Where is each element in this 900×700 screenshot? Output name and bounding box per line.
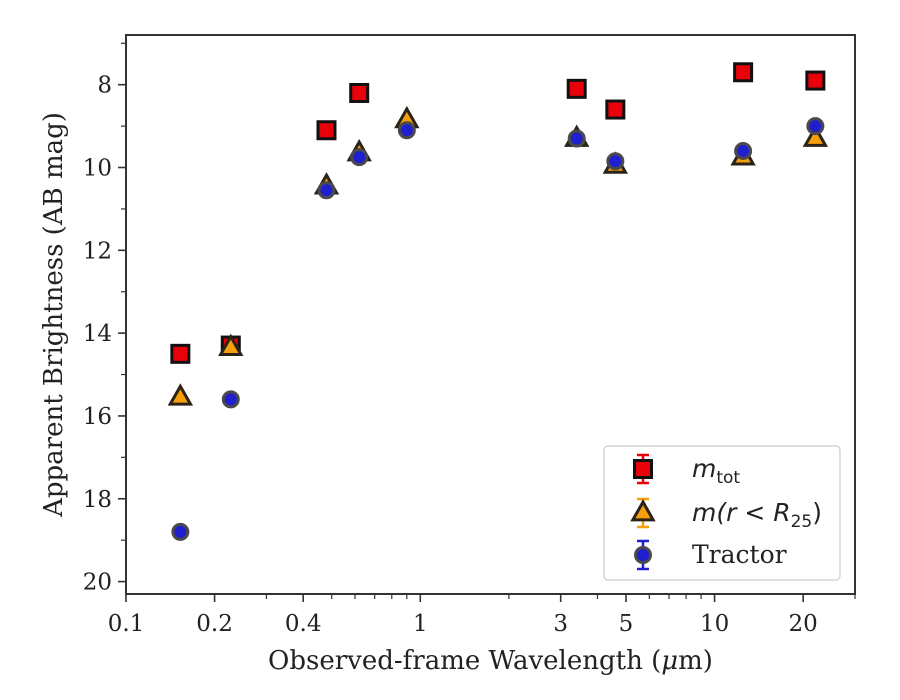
mtot-point-0 — [170, 343, 191, 364]
mtot-point-6 — [733, 62, 754, 83]
x-axis: 0.1 0.2 0.4 1 3 5 10 20 — [108, 594, 856, 637]
legend-marker-mr25 — [630, 498, 656, 522]
mtot-point-2 — [316, 120, 337, 141]
legend-label-main-mr25: m(r < R — [692, 498, 791, 527]
x-axis-title-pre: Observed-frame Wavelength ( — [268, 646, 661, 676]
tractor-point-7 — [734, 141, 753, 160]
y-tick-label-0: 8 — [97, 73, 112, 99]
tractor-point-6 — [606, 152, 625, 171]
legend-entry-mtot: mtot — [633, 453, 740, 488]
x-tick-label-5: 5 — [619, 611, 634, 637]
x-axis-title-post: m) — [678, 646, 713, 676]
y-tick-label-3: 14 — [83, 321, 112, 347]
legend-label-post-mr25: ) — [812, 498, 822, 527]
y-axis: 8 10 12 14 16 18 20 — [83, 42, 126, 596]
tractor-point-8 — [806, 117, 825, 136]
legend-marker-mtot — [633, 459, 653, 479]
tractor-point-4 — [397, 121, 416, 140]
x-tick-label-3: 1 — [413, 611, 428, 637]
tractor-point-5 — [567, 129, 586, 148]
y-axis-title: Apparent Brightness (AB mag) — [39, 112, 69, 518]
y-tick-label-6: 20 — [83, 570, 112, 596]
x-tick-label-6: 10 — [700, 611, 729, 637]
mr25-point-1 — [218, 333, 244, 356]
legend-label-mr25: m(r < R25) — [692, 498, 822, 532]
tractor-point-0 — [171, 522, 190, 541]
legend-label-main-mtot: m — [692, 454, 716, 483]
mr25-point-0 — [167, 383, 194, 406]
legend-label-mtot: mtot — [692, 454, 740, 488]
tractor-point-2 — [317, 181, 336, 200]
x-tick-label-1: 0.2 — [196, 611, 233, 637]
legend-label-sub-mtot: tot — [716, 468, 740, 488]
tractor-point-1 — [221, 390, 240, 409]
plot-frame — [125, 34, 856, 595]
x-axis-title: Observed-frame Wavelength (μm) — [268, 646, 713, 676]
mtot-point-5 — [605, 99, 626, 120]
mtot-point-7 — [805, 70, 826, 91]
y-tick-label-2: 12 — [83, 238, 112, 264]
x-tick-label-4: 3 — [553, 611, 568, 637]
mr25-point-8 — [802, 124, 829, 147]
y-tick-label-4: 16 — [83, 404, 112, 430]
x-tick-label-0: 0.1 — [108, 611, 145, 637]
legend-marker-tractor — [634, 546, 652, 564]
legend: mtot m(r < R25) Tractor — [603, 445, 841, 581]
legend-box — [603, 445, 841, 581]
y-tick-label-5: 18 — [83, 487, 112, 513]
legend-label-tractor: Tractor — [692, 540, 787, 569]
mtot-point-4 — [566, 78, 587, 99]
mtot-point-3 — [349, 82, 370, 103]
tractor-point-3 — [350, 148, 369, 167]
x-axis-title-mu: μ — [661, 646, 678, 676]
legend-entry-tractor: Tractor — [634, 539, 787, 571]
legend-label-sub-mr25: 25 — [791, 512, 813, 532]
x-tick-label-2: 0.4 — [285, 611, 322, 637]
legend-entry-mr25: m(r < R25) — [630, 497, 822, 532]
y-tick-label-1: 10 — [83, 156, 112, 182]
x-tick-label-7: 20 — [789, 611, 818, 637]
data-points — [167, 62, 829, 541]
